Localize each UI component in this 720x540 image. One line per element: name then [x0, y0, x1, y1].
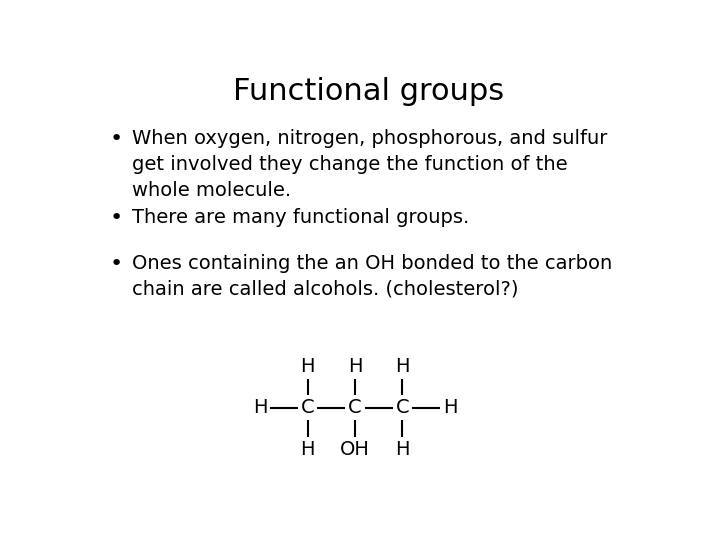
Text: There are many functional groups.: There are many functional groups.	[132, 208, 469, 227]
Text: Functional groups: Functional groups	[233, 77, 505, 106]
Text: •: •	[109, 208, 123, 228]
Text: Ones containing the an OH bonded to the carbon
chain are called alcohols. (chole: Ones containing the an OH bonded to the …	[132, 254, 612, 299]
Text: C: C	[348, 399, 362, 417]
Text: H: H	[348, 357, 362, 376]
Text: H: H	[300, 357, 315, 376]
Text: H: H	[300, 440, 315, 459]
Text: H: H	[443, 399, 457, 417]
Text: H: H	[395, 357, 410, 376]
Text: •: •	[109, 129, 123, 149]
Text: OH: OH	[340, 440, 370, 459]
Text: C: C	[396, 399, 409, 417]
Text: •: •	[109, 254, 123, 274]
Text: H: H	[395, 440, 410, 459]
Text: H: H	[253, 399, 267, 417]
Text: When oxygen, nitrogen, phosphorous, and sulfur
get involved they change the func: When oxygen, nitrogen, phosphorous, and …	[132, 129, 607, 200]
Text: C: C	[301, 399, 315, 417]
